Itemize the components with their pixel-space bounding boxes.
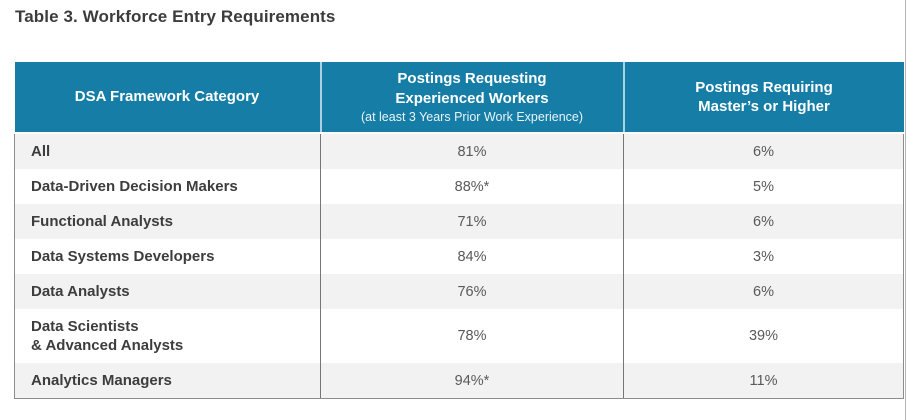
experienced-cell: 81% xyxy=(320,133,624,170)
column-header-label: Postings Requesting Experienced Workers xyxy=(395,70,549,107)
experienced-cell: 84% xyxy=(320,239,624,275)
category-cell: All xyxy=(14,133,321,170)
masters-cell: 5% xyxy=(623,169,904,205)
table-row: Data Systems Developers 84% 3% xyxy=(14,239,904,275)
category-cell: Data Scientists & Advanced Analysts xyxy=(14,309,321,364)
table-body: All 81% 6% Data-Driven Decision Makers 8… xyxy=(14,133,904,400)
table-row: Data-Driven Decision Makers 88%* 5% xyxy=(14,169,904,205)
experienced-cell: 71% xyxy=(320,204,624,240)
table-row: Data Scientists & Advanced Analysts 78% … xyxy=(14,309,904,364)
masters-cell: 39% xyxy=(623,309,904,364)
category-cell: Analytics Managers xyxy=(14,363,321,400)
experienced-cell: 94%* xyxy=(320,363,624,400)
column-header-category: DSA Framework Category xyxy=(14,62,321,134)
table-header: DSA Framework Category Postings Requesti… xyxy=(14,62,904,134)
experienced-cell: 78% xyxy=(320,309,624,364)
masters-cell: 11% xyxy=(623,363,904,400)
column-header-masters: Postings Requiring Master’s or Higher xyxy=(622,62,904,134)
table-row: Analytics Managers 94%* 11% xyxy=(14,363,904,400)
category-cell: Data Systems Developers xyxy=(14,239,321,275)
column-header-label: DSA Framework Category xyxy=(74,88,260,106)
table-row: All 81% 6% xyxy=(14,133,904,170)
masters-cell: 6% xyxy=(623,274,904,310)
page-title: Table 3. Workforce Entry Requirements xyxy=(15,7,336,26)
column-header-label: Postings Requiring Master’s or Higher xyxy=(695,78,833,115)
table-row: Functional Analysts 71% 6% xyxy=(14,204,904,240)
experienced-cell: 88%* xyxy=(320,169,624,205)
table-row: Data Analysts 76% 6% xyxy=(14,274,904,310)
page-edge-divider xyxy=(905,0,906,420)
column-header-sublabel: (at least 3 Years Prior Work Experience) xyxy=(360,109,584,124)
category-cell: Data-Driven Decision Makers xyxy=(14,169,321,205)
masters-cell: 6% xyxy=(623,204,904,240)
category-cell: Data Analysts xyxy=(14,274,321,310)
masters-cell: 6% xyxy=(623,133,904,170)
masters-cell: 3% xyxy=(623,239,904,275)
category-cell: Functional Analysts xyxy=(14,204,321,240)
column-header-experienced: Postings Requesting Experienced Workers … xyxy=(319,62,624,134)
workforce-entry-table: DSA Framework Category Postings Requesti… xyxy=(14,62,904,400)
experienced-cell: 76% xyxy=(320,274,624,310)
